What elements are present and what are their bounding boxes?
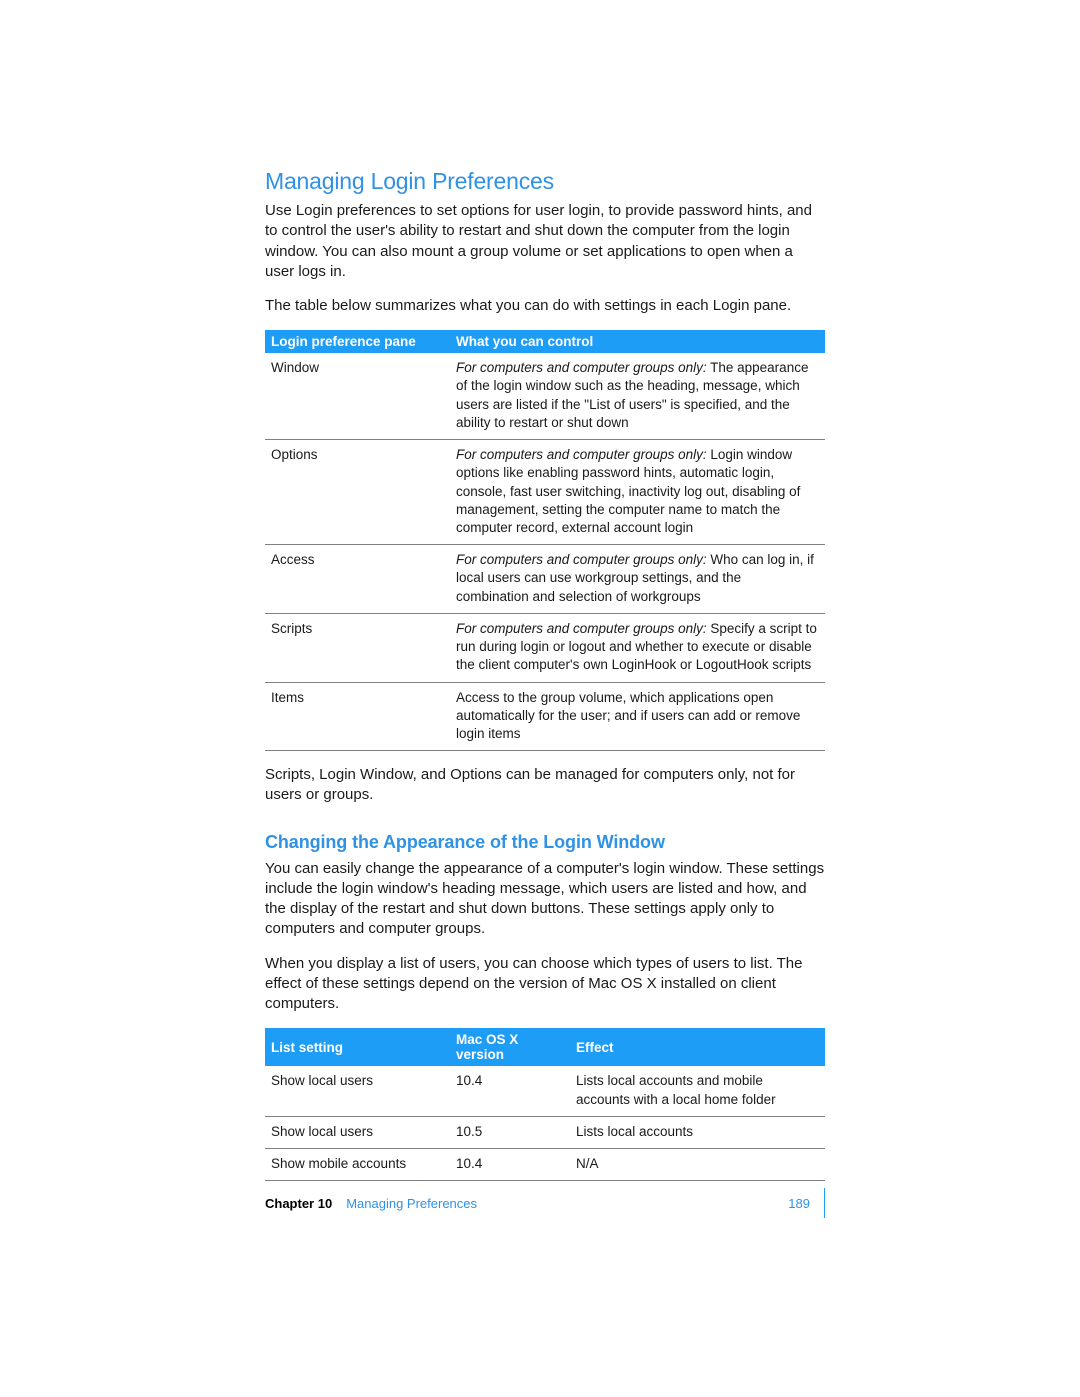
- section-heading: Managing Login Preferences: [265, 168, 825, 195]
- table-row: Access For computers and computer groups…: [265, 545, 825, 614]
- subsection-heading: Changing the Appearance of the Login Win…: [265, 832, 825, 853]
- table-row: Show mobile accounts 10.4 N/A: [265, 1149, 825, 1181]
- table-cell: For computers and computer groups only: …: [450, 545, 825, 614]
- page-number: 189: [788, 1196, 810, 1211]
- table-cell: Items: [265, 682, 450, 751]
- table-cell: Window: [265, 353, 450, 439]
- table-header-row: Login preference pane What you can contr…: [265, 330, 825, 353]
- cell-text: Access to the group volume, which applic…: [456, 690, 800, 741]
- table-header-cell: What you can control: [450, 330, 825, 353]
- table-cell: Show local users: [265, 1116, 450, 1148]
- table-cell: For computers and computer groups only: …: [450, 440, 825, 545]
- table-row: Show local users 10.4 Lists local accoun…: [265, 1066, 825, 1116]
- table-cell: Show mobile accounts: [265, 1149, 450, 1181]
- table-cell: Lists local accounts: [570, 1116, 825, 1148]
- chapter-label: Chapter 10: [265, 1196, 332, 1211]
- table-cell: For computers and computer groups only: …: [450, 613, 825, 682]
- table-cell: 10.4: [450, 1149, 570, 1181]
- body-paragraph: Scripts, Login Window, and Options can b…: [265, 765, 825, 806]
- table-row: Scripts For computers and computer group…: [265, 613, 825, 682]
- table-header-cell: Effect: [570, 1028, 825, 1066]
- table-cell: Scripts: [265, 613, 450, 682]
- table-header-cell: List setting: [265, 1028, 450, 1066]
- table-header-cell: Mac OS X version: [450, 1028, 570, 1066]
- italic-qualifier: For computers and computer groups only:: [456, 621, 707, 636]
- table-row: Window For computers and computer groups…: [265, 353, 825, 439]
- table-cell: Lists local accounts and mobile accounts…: [570, 1066, 825, 1116]
- body-paragraph: The table below summarizes what you can …: [265, 296, 825, 316]
- table-cell: N/A: [570, 1149, 825, 1181]
- table-cell: Access: [265, 545, 450, 614]
- page-content: Managing Login Preferences Use Login pre…: [265, 168, 825, 1195]
- body-paragraph: When you display a list of users, you ca…: [265, 954, 825, 1015]
- table-cell: Options: [265, 440, 450, 545]
- body-paragraph: Use Login preferences to set options for…: [265, 201, 825, 282]
- table-row: Items Access to the group volume, which …: [265, 682, 825, 751]
- table-cell: Access to the group volume, which applic…: [450, 682, 825, 751]
- table-header-row: List setting Mac OS X version Effect: [265, 1028, 825, 1066]
- footer-left: Chapter 10 Managing Preferences: [265, 1196, 477, 1211]
- page-footer: Chapter 10 Managing Preferences 189: [265, 1188, 825, 1218]
- italic-qualifier: For computers and computer groups only:: [456, 552, 707, 567]
- table-cell: For computers and computer groups only: …: [450, 353, 825, 439]
- chapter-title: Managing Preferences: [346, 1196, 477, 1211]
- table-cell: 10.5: [450, 1116, 570, 1148]
- italic-qualifier: For computers and computer groups only:: [456, 447, 707, 462]
- table-header-cell: Login preference pane: [265, 330, 450, 353]
- list-settings-table: List setting Mac OS X version Effect Sho…: [265, 1028, 825, 1181]
- login-panes-table: Login preference pane What you can contr…: [265, 330, 825, 751]
- table-row: Show local users 10.5 Lists local accoun…: [265, 1116, 825, 1148]
- body-paragraph: You can easily change the appearance of …: [265, 859, 825, 940]
- table-cell: Show local users: [265, 1066, 450, 1116]
- table-row: Options For computers and computer group…: [265, 440, 825, 545]
- italic-qualifier: For computers and computer groups only:: [456, 360, 707, 375]
- table-cell: 10.4: [450, 1066, 570, 1116]
